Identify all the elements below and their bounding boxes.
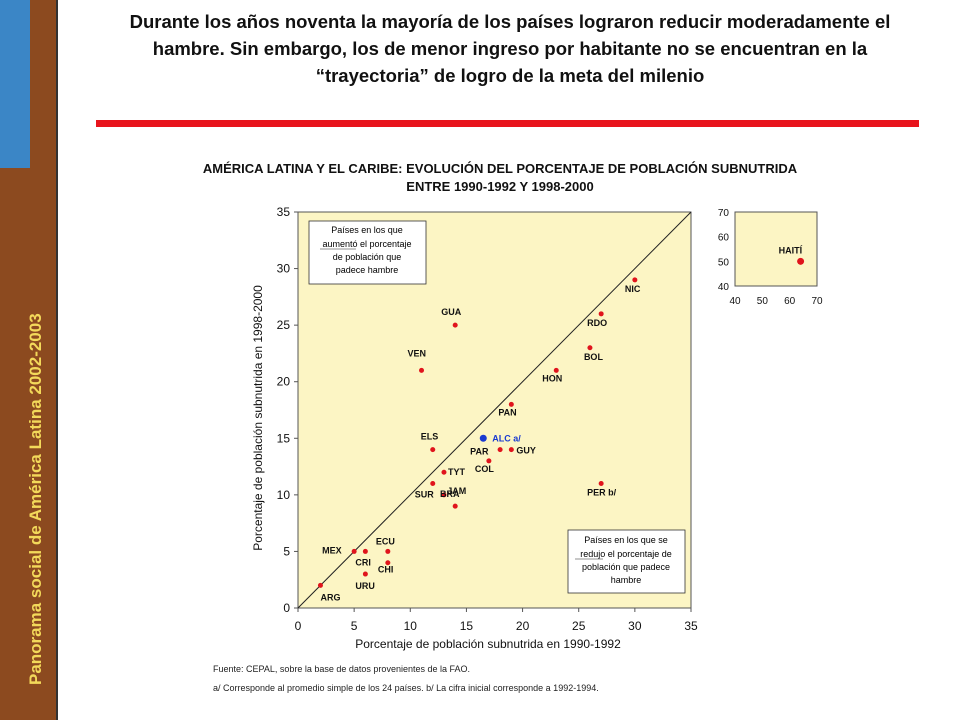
- data-point: [632, 277, 638, 283]
- data-point-label: PAN: [498, 407, 516, 417]
- lower-annotation-line-3: población que padece: [582, 562, 670, 572]
- data-point-label: GUY: [516, 446, 536, 456]
- y-tick-label: 5: [283, 544, 290, 558]
- data-point-label: PAR: [470, 447, 489, 457]
- upper-annotation-line-2: aumentó el porcentaje: [322, 239, 411, 249]
- data-point: [430, 447, 436, 453]
- x-tick-label: 30: [628, 619, 642, 633]
- data-point-label: ECU: [376, 536, 395, 546]
- y-tick-label: 15: [277, 431, 291, 445]
- data-point-label: ELS: [421, 432, 439, 442]
- y-tick-label: 35: [277, 205, 291, 219]
- x-tick-label: 20: [516, 619, 530, 633]
- data-point: [587, 345, 593, 351]
- lower-annotation-line-2: redujo el porcentaje de: [580, 549, 672, 559]
- data-point: [508, 401, 514, 407]
- data-point-label: MEX: [322, 545, 342, 555]
- red-divider: [96, 120, 919, 127]
- data-point-label: TYT: [448, 467, 466, 477]
- data-point-label: BRA: [440, 489, 460, 499]
- inset-x-tick-label: 50: [757, 296, 769, 307]
- data-point: [452, 503, 458, 509]
- data-point-label: ALC a/: [492, 433, 521, 443]
- data-point: [598, 311, 604, 317]
- inset-y-tick-label: 40: [718, 282, 730, 293]
- chart-title: AMÉRICA LATINA Y EL CARIBE: EVOLUCIÓN DE…: [202, 161, 798, 194]
- diagonal-line: [297, 211, 692, 609]
- data-point-label: URU: [355, 581, 375, 591]
- data-point: [553, 367, 559, 373]
- x-tick-label: 10: [404, 619, 418, 633]
- x-tick-label: 25: [572, 619, 586, 633]
- data-point: [497, 447, 503, 453]
- data-point: [486, 458, 492, 464]
- data-point-label: HON: [542, 373, 562, 383]
- data-point: [598, 481, 604, 487]
- data-point: [441, 469, 447, 475]
- data-point-label: GUA: [441, 307, 462, 317]
- inset-data-point: [797, 257, 805, 265]
- data-point: [351, 548, 357, 554]
- upper-annotation-line-1: Países en los que: [331, 225, 403, 235]
- data-point: [452, 322, 458, 328]
- upper-annotation-line-4: padece hambre: [336, 265, 399, 275]
- y-axis-label: Porcentaje de población subnutrida en 19…: [251, 285, 265, 551]
- data-point: [508, 447, 514, 453]
- lower-annotation-box: Países en los que se redujo el porcentaj…: [567, 529, 686, 594]
- data-point-label: CHI: [378, 565, 394, 575]
- data-point-label: SUR: [415, 490, 435, 500]
- data-point: [479, 434, 487, 442]
- data-point: [385, 548, 391, 554]
- y-tick-label: 25: [277, 318, 291, 332]
- upper-annotation-box: Países en los que aumentó el porcentaje …: [308, 220, 427, 285]
- data-point: [317, 582, 323, 588]
- inset-x-tick-label: 70: [811, 296, 823, 307]
- chart-notes: Fuente: CEPAL, sobre la base de datos pr…: [213, 660, 599, 698]
- data-point-label: PER b/: [587, 488, 617, 498]
- data-point-label: JAM: [447, 486, 466, 496]
- x-tick-label: 0: [295, 619, 302, 633]
- data-point: [441, 492, 447, 498]
- data-point-label: RDO: [587, 318, 607, 328]
- data-point: [419, 367, 425, 373]
- slide-headline: Durante los años noventa la mayoría de l…: [129, 11, 891, 86]
- source-note: Fuente: CEPAL, sobre la base de datos pr…: [213, 664, 470, 674]
- upper-annotation-line-3: de población que: [333, 252, 402, 262]
- slide-frame: [56, 0, 960, 720]
- lower-annotation-line-1: Países en los que se: [584, 535, 668, 545]
- data-point: [385, 560, 391, 566]
- y-tick-label: 10: [277, 488, 291, 502]
- footnote: a/ Corresponde al promedio simple de los…: [213, 683, 599, 693]
- x-tick-label: 5: [351, 619, 358, 633]
- lower-annotation-line-4: hambre: [611, 575, 642, 585]
- y-tick-label: 0: [283, 601, 290, 615]
- sidebar: Panorama social de América Latina 2002-2…: [0, 0, 56, 720]
- data-point-label: CRI: [355, 557, 371, 567]
- inset-y-tick-label: 60: [718, 233, 730, 244]
- x-tick-label: 15: [460, 619, 474, 633]
- inset-x-tick-label: 40: [729, 296, 741, 307]
- inset-data-point-label: HAITÍ: [779, 245, 803, 255]
- data-point-label: NIC: [625, 284, 641, 294]
- y-tick-label: 20: [277, 375, 291, 389]
- data-point: [362, 548, 368, 554]
- data-point-label: VEN: [408, 348, 427, 358]
- data-point-label: BOL: [584, 352, 604, 362]
- inset-x-tick-label: 60: [784, 296, 796, 307]
- y-tick-label: 30: [277, 262, 291, 276]
- data-point-label: COL: [475, 464, 495, 474]
- x-tick-label: 35: [684, 619, 698, 633]
- sidebar-accent: [0, 0, 30, 168]
- data-point-label: ARG: [320, 592, 340, 602]
- inset-y-tick-label: 70: [718, 208, 730, 219]
- data-point: [430, 481, 436, 487]
- inset-y-tick-label: 50: [718, 257, 730, 268]
- x-axis-label: Porcentaje de población subnutrida en 19…: [355, 637, 621, 651]
- data-point: [362, 571, 368, 577]
- inset-plot-area: [734, 211, 818, 287]
